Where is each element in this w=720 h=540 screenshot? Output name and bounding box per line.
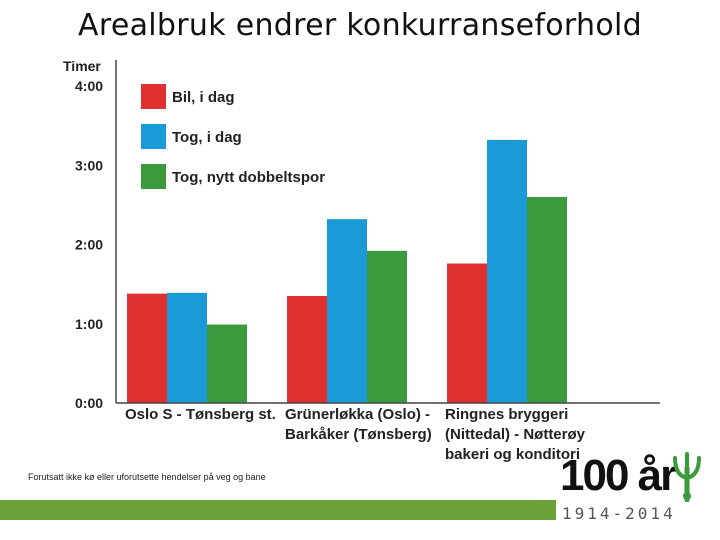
bar: [527, 196, 567, 403]
legend: Bil, i dag Tog, i dag Tog, nytt dobbeltspo…: [141, 84, 325, 189]
logo-text: 100 år: [560, 451, 677, 500]
sprout-icon: [673, 452, 701, 502]
bar: [287, 296, 327, 403]
y-tick-label: 2:00: [75, 237, 103, 253]
footer-bar: [0, 500, 556, 520]
y-axis-label: Timer: [63, 58, 101, 74]
legend-label: Bil, i dag: [172, 89, 235, 106]
bar: [447, 263, 487, 403]
legend-label: Tog, i dag: [172, 129, 242, 146]
x-tick-label: (Nittedal) - Nøtterøy: [445, 426, 586, 443]
y-tick-label: 0:00: [75, 395, 103, 411]
x-tick-label: Oslo S - Tønsberg st.: [125, 406, 276, 423]
x-tick-label: bakeri og konditori: [445, 446, 580, 463]
bar: [487, 139, 527, 403]
x-tick-label: Ringnes bryggeri: [445, 406, 568, 423]
footnote: Forutsatt ikke kø eller uforutsette hend…: [28, 472, 266, 482]
x-axis: Oslo S - Tønsberg st. Grünerløkka (Oslo) …: [116, 402, 660, 463]
y-tick-label: 3:00: [75, 157, 103, 173]
anniversary-logo: 100 år 1914-2014: [556, 448, 706, 528]
bar: [327, 219, 367, 403]
legend-swatch: [141, 84, 166, 109]
y-axis: Timer 0:00 1:00 2:00 3:00 4:00: [63, 58, 117, 411]
slide-title: Arealbruk endrer konkurranseforhold: [78, 8, 642, 43]
bars: [127, 139, 567, 403]
x-tick-label: Barkåker (Tønsberg): [285, 426, 432, 443]
legend-swatch: [141, 124, 166, 149]
bar: [167, 292, 207, 403]
bar: [367, 250, 407, 403]
logo-years: 1914-2014: [562, 504, 676, 523]
legend-label: Tog, nytt dobbeltspor: [172, 169, 325, 186]
bar: [127, 293, 167, 403]
x-tick-label: Grünerløkka (Oslo) -: [285, 406, 430, 423]
y-tick-label: 4:00: [75, 78, 103, 94]
bar: [207, 324, 247, 403]
legend-swatch: [141, 164, 166, 189]
y-tick-label: 1:00: [75, 316, 103, 332]
